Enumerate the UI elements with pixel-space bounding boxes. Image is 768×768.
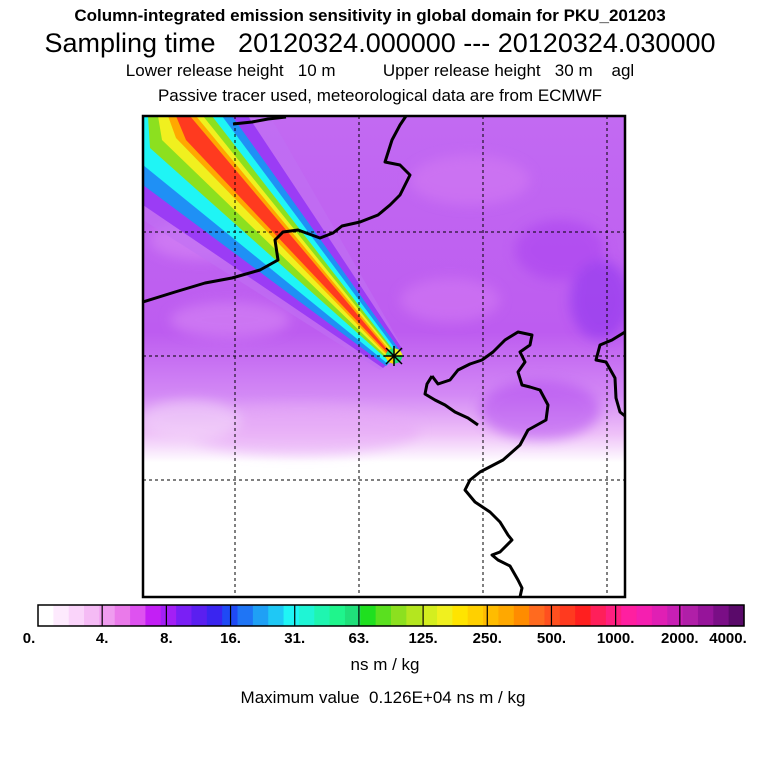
colorbar-units: ns m / kg	[350, 655, 420, 674]
colorbar-cell	[529, 605, 546, 626]
tracer-note: Passive tracer used, meteorological data…	[157, 86, 603, 105]
colorbar-cell	[467, 605, 484, 626]
colorbar-cell	[360, 605, 377, 626]
colorbar-cell	[314, 605, 331, 626]
colorbar-cell	[191, 605, 208, 626]
colorbar-cell	[483, 605, 500, 626]
colorbar-cell	[114, 605, 131, 626]
colorbar-cell	[621, 605, 638, 626]
colorbar-cell	[375, 605, 392, 626]
coastlines	[143, 116, 625, 597]
colorbar-cell	[145, 605, 162, 626]
colorbar-cell	[559, 605, 576, 626]
colorbar-cell	[176, 605, 193, 626]
map-frame	[141, 114, 627, 599]
colorbar-cell	[728, 605, 745, 626]
colorbar-cell	[344, 605, 361, 626]
colorbar-cell	[651, 605, 668, 626]
colorbar-cell	[667, 605, 684, 626]
colorbar-cell	[452, 605, 469, 626]
colorbar-cell	[713, 605, 730, 626]
colorbar-tick-label: 0.	[22, 630, 36, 647]
sensitivity-field	[143, 116, 625, 597]
colorbar-tick-label: 1000.	[596, 630, 635, 647]
colorbar-cell	[575, 605, 592, 626]
colorbar-tick-label: 4000.	[709, 630, 747, 647]
colorbar-cell	[99, 605, 116, 626]
chart-title: Column-integrated emission sensitivity i…	[74, 6, 666, 25]
colorbar-cell	[329, 605, 346, 626]
colorbar-tick-label: 2000.	[661, 630, 699, 647]
colorbar-cell	[498, 605, 515, 626]
colorbar-tick-label: 8.	[160, 630, 173, 647]
colorbar-cell	[84, 605, 100, 626]
colorbar-cell	[68, 605, 85, 626]
colorbar-tick-label: 31.	[284, 630, 306, 647]
colorbar-tick-label: 16.	[220, 630, 241, 647]
colorbar-cell	[160, 605, 177, 626]
colorbar-cell	[53, 605, 70, 626]
colorbar-tick-label: 4.	[95, 630, 109, 647]
colorbar-cell	[421, 605, 438, 626]
colorbar-cell	[130, 605, 147, 626]
colorbar-cell	[406, 605, 423, 626]
maximum-value-note: Maximum value 0.126E+04 ns m / kg	[240, 688, 526, 707]
colorbar-cell	[544, 605, 561, 626]
colorbar-cell	[590, 605, 607, 626]
colorbar-cell	[283, 605, 300, 626]
sampling-time: Sampling time 20120324.000000 --- 201203…	[44, 28, 716, 58]
colorbar-cell	[298, 605, 315, 626]
colorbar-cell	[206, 605, 223, 626]
colorbar-tick-label: 500.	[536, 630, 567, 647]
colorbar-cell	[437, 605, 453, 626]
colorbar-tick-label: 250.	[472, 630, 502, 647]
colorbar-cell	[252, 605, 269, 626]
colorbar-cell	[605, 605, 622, 626]
colorbar-cell	[391, 605, 407, 626]
colorbar-cell	[38, 605, 54, 626]
colorbar-cell	[697, 605, 714, 626]
colorbar-cell	[636, 605, 653, 626]
colorbar-tick-label: 125.	[408, 630, 438, 647]
colorbar-cell	[237, 605, 254, 626]
colorbar-cell	[513, 605, 530, 626]
release-height: Lower release height 10 m Upper release …	[125, 61, 635, 80]
colorbar-cell	[682, 605, 699, 626]
receptor-star-icon	[384, 346, 404, 366]
colorbar-cell	[268, 605, 285, 626]
colorbar-tick-label: 63.	[348, 630, 370, 647]
